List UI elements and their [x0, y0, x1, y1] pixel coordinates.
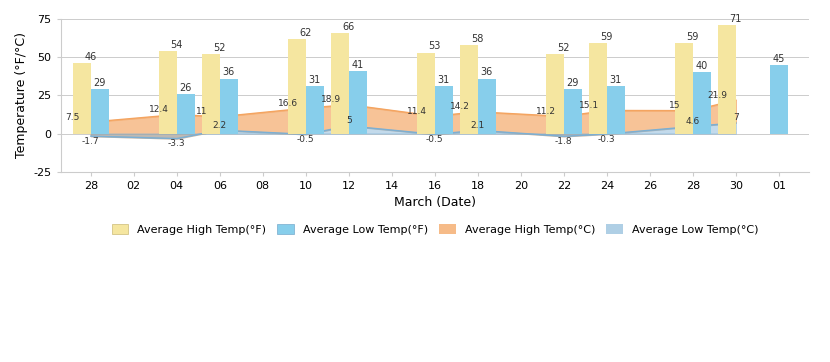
Text: -1.7: -1.7 [82, 137, 100, 146]
Bar [435, 86, 453, 134]
Text: 15.1: 15.1 [579, 101, 598, 110]
Text: 16.6: 16.6 [278, 99, 298, 108]
Text: 14.2: 14.2 [450, 102, 470, 111]
Bar [693, 72, 710, 134]
Text: -0.5: -0.5 [297, 135, 315, 144]
Text: 11.2: 11.2 [535, 107, 556, 116]
Bar [769, 65, 788, 134]
Bar [564, 89, 582, 134]
Text: 36: 36 [222, 67, 235, 77]
Text: 26: 26 [179, 83, 192, 93]
Bar [478, 79, 496, 134]
Bar [417, 52, 435, 134]
Text: 71: 71 [730, 14, 742, 24]
Text: 2.1: 2.1 [471, 121, 485, 130]
Text: 11.4: 11.4 [407, 107, 427, 116]
Text: 53: 53 [428, 41, 441, 51]
Bar [288, 39, 305, 134]
Text: 29: 29 [94, 78, 106, 88]
Text: 40: 40 [696, 61, 708, 71]
Text: 52: 52 [213, 43, 226, 53]
Text: -0.3: -0.3 [598, 135, 616, 144]
Bar [73, 63, 90, 134]
Text: 58: 58 [471, 34, 484, 44]
Text: 12.4: 12.4 [149, 105, 168, 114]
Text: 59: 59 [601, 32, 613, 42]
Bar [159, 51, 177, 134]
Bar [546, 54, 564, 134]
Bar [90, 89, 109, 134]
Bar [675, 43, 693, 134]
Text: -1.8: -1.8 [555, 137, 573, 146]
Text: 59: 59 [686, 32, 699, 42]
Bar [177, 94, 195, 134]
Y-axis label: Temperature (°F/°C): Temperature (°F/°C) [15, 32, 28, 158]
Text: 7: 7 [733, 113, 739, 122]
Text: 52: 52 [558, 43, 570, 53]
Bar [220, 79, 238, 134]
Text: 7.5: 7.5 [66, 113, 80, 122]
Text: 11: 11 [196, 107, 208, 116]
Legend: Average High Temp(°F), Average Low Temp(°F), Average High Temp(°C), Average Low : Average High Temp(°F), Average Low Temp(… [107, 220, 763, 239]
Text: 41: 41 [352, 60, 364, 70]
Text: 66: 66 [343, 21, 355, 31]
Text: 31: 31 [309, 75, 321, 85]
Text: 29: 29 [567, 78, 579, 88]
Text: 5: 5 [346, 117, 352, 125]
Text: 54: 54 [171, 40, 183, 50]
Bar [718, 25, 736, 134]
Text: -0.5: -0.5 [426, 135, 443, 144]
Text: 46: 46 [85, 52, 97, 62]
Bar [330, 33, 349, 134]
Bar [588, 43, 607, 134]
Text: 21.9: 21.9 [708, 90, 728, 100]
Bar [202, 54, 220, 134]
Text: 62: 62 [300, 28, 312, 38]
Text: 18.9: 18.9 [320, 95, 341, 104]
Text: 4.6: 4.6 [686, 117, 700, 126]
Text: 15: 15 [669, 101, 681, 110]
Text: 31: 31 [437, 75, 450, 85]
X-axis label: March (Date): March (Date) [393, 196, 476, 209]
Text: 2.2: 2.2 [212, 121, 227, 130]
Text: -3.3: -3.3 [168, 139, 186, 148]
Text: 45: 45 [773, 54, 785, 64]
Bar [460, 45, 478, 134]
Bar [607, 86, 625, 134]
Text: 36: 36 [481, 67, 493, 77]
Bar [305, 86, 324, 134]
Text: 31: 31 [610, 75, 622, 85]
Bar [349, 71, 367, 134]
